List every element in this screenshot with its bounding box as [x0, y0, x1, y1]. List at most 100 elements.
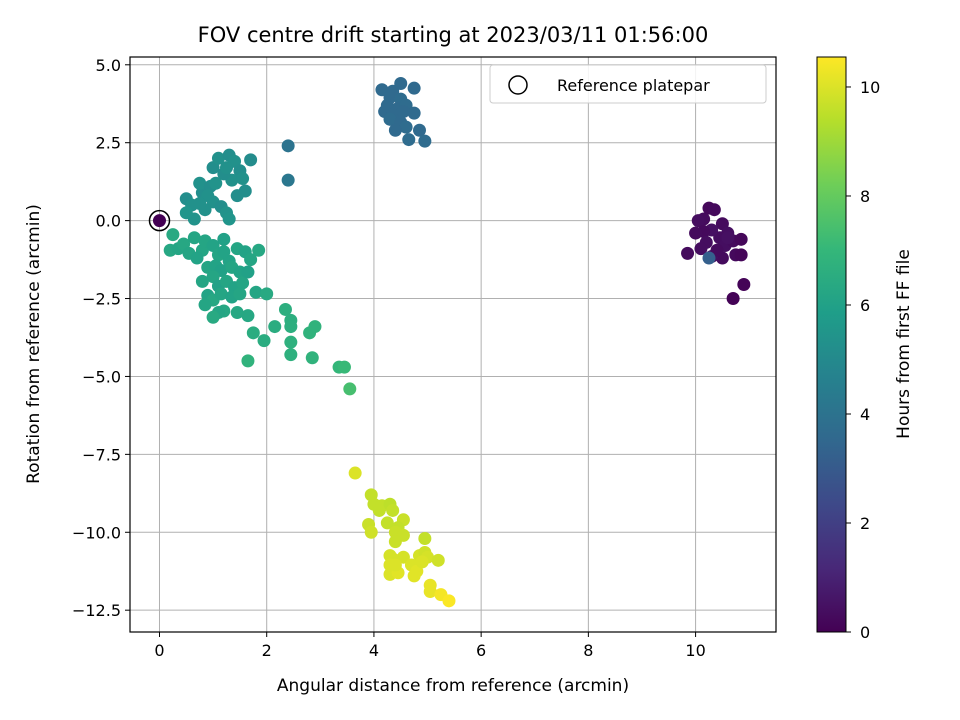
data-point [394, 76, 408, 90]
data-point [388, 558, 402, 572]
colorbar-tick-label: 10 [860, 78, 880, 97]
data-point [305, 351, 319, 365]
data-point [402, 133, 416, 147]
data-point [241, 354, 255, 368]
legend-label-reference: Reference platepar [557, 76, 710, 95]
data-point [407, 106, 421, 120]
plot-area-frame [129, 56, 777, 633]
x-tick-label: 0 [154, 641, 164, 660]
reference-point-fill [152, 214, 166, 228]
data-point [372, 503, 386, 517]
data-point [179, 206, 193, 220]
y-tick-label: −5.0 [82, 367, 121, 386]
y-tick-label: −10.0 [72, 523, 121, 542]
data-point [219, 161, 233, 175]
data-point [278, 302, 292, 316]
data-point [734, 232, 748, 246]
data-point [721, 231, 735, 245]
x-axis: 0 2 4 6 8 10 [154, 632, 706, 660]
data-point [707, 203, 721, 217]
data-point [681, 246, 695, 260]
x-tick-label: 4 [369, 641, 379, 660]
data-point [284, 335, 298, 349]
data-point [246, 326, 260, 340]
data-point [166, 228, 180, 242]
grid [130, 57, 776, 632]
legend-marker-reference [508, 75, 528, 95]
x-tick-label: 8 [583, 641, 593, 660]
data-point [241, 309, 255, 323]
data-point [375, 83, 389, 97]
data-point [230, 189, 244, 203]
x-tick-label: 10 [685, 641, 705, 660]
data-point [193, 196, 207, 210]
colorbar: 0 2 4 6 8 10 Hours from first FF file [816, 56, 914, 642]
data-point [257, 334, 271, 348]
data-point [396, 550, 410, 564]
colorbar-tick-label: 6 [860, 296, 870, 315]
y-tick-label: 5.0 [96, 56, 121, 75]
y-tick-label: 2.5 [96, 134, 121, 153]
data-point [233, 287, 247, 301]
data-point [388, 535, 402, 549]
data-point [689, 226, 703, 240]
data-point [206, 310, 220, 324]
data-point [407, 81, 421, 95]
colorbar-gradient [816, 56, 847, 633]
data-point [380, 516, 394, 530]
data-point [236, 276, 250, 290]
data-point [195, 274, 209, 288]
x-axis-label: Angular distance from reference (arcmin) [277, 676, 629, 696]
data-point [222, 212, 236, 226]
x-tick-label: 6 [476, 641, 486, 660]
data-point [198, 298, 212, 312]
data-point [244, 153, 258, 167]
data-point [388, 123, 402, 137]
data-point [412, 123, 426, 137]
data-point [249, 285, 263, 299]
data-point [193, 176, 207, 190]
data-point [364, 525, 378, 539]
x-tick-label: 2 [262, 641, 272, 660]
data-point [252, 243, 266, 257]
chart-title: FOV centre drift starting at 2023/03/11 … [198, 23, 709, 47]
data-point [399, 120, 413, 134]
data-point [442, 594, 456, 608]
data-point [209, 176, 223, 190]
data-point [415, 555, 429, 569]
data-point [734, 248, 748, 262]
data-point [187, 231, 201, 245]
y-tick-label: −12.5 [72, 601, 121, 620]
y-axis-label: Rotation from reference (arcmin) [24, 204, 44, 484]
data-point [418, 134, 432, 148]
data-point [726, 292, 740, 306]
data-point [691, 214, 705, 228]
colorbar-ticks: 0 2 4 6 8 10 [846, 78, 880, 642]
data-point [214, 287, 228, 301]
y-tick-label: −2.5 [82, 290, 121, 309]
data-point [217, 232, 231, 246]
data-point [418, 532, 432, 546]
colorbar-tick-label: 8 [860, 187, 870, 206]
data-point [702, 251, 716, 265]
data-point [236, 172, 250, 186]
colorbar-tick-label: 4 [860, 405, 870, 424]
data-point [343, 382, 357, 396]
colorbar-tick-label: 2 [860, 514, 870, 533]
y-tick-label: −7.5 [82, 445, 121, 464]
data-point [308, 320, 322, 334]
data-point [284, 320, 298, 334]
data-point [211, 151, 225, 165]
data-point [431, 553, 445, 567]
reference-point-marker [148, 209, 171, 232]
data-point [710, 243, 724, 257]
y-axis: 5.0 2.5 0.0 −2.5 −5.0 −7.5 −10.0 −12.5 [72, 56, 130, 620]
data-point [386, 503, 400, 517]
data-point [268, 320, 282, 334]
data-point [407, 569, 421, 583]
data-point [217, 245, 231, 259]
data-point [383, 112, 397, 126]
data-point [737, 278, 751, 292]
